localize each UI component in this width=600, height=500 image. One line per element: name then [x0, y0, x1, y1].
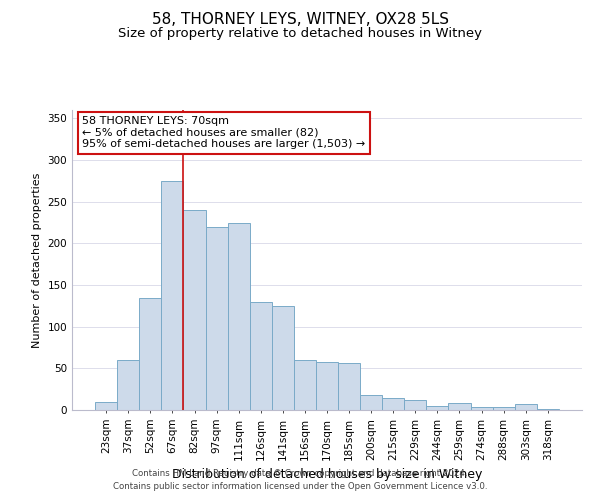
Bar [316, 362, 338, 410]
Text: Size of property relative to detached houses in Witney: Size of property relative to detached ho… [118, 28, 482, 40]
Y-axis label: Number of detached properties: Number of detached properties [32, 172, 42, 348]
Bar [360, 395, 382, 410]
Bar [448, 402, 470, 410]
Bar [294, 360, 316, 410]
Text: Contains HM Land Registry data © Crown copyright and database right 2024.: Contains HM Land Registry data © Crown c… [132, 468, 468, 477]
Text: 58 THORNEY LEYS: 70sqm
← 5% of detached houses are smaller (82)
95% of semi-deta: 58 THORNEY LEYS: 70sqm ← 5% of detached … [82, 116, 365, 149]
Bar [493, 406, 515, 410]
Bar [404, 400, 427, 410]
Bar [161, 181, 184, 410]
Bar [227, 222, 250, 410]
Bar [537, 409, 559, 410]
Bar [139, 298, 161, 410]
Bar [427, 406, 448, 410]
Bar [206, 226, 227, 410]
Bar [272, 306, 294, 410]
X-axis label: Distribution of detached houses by size in Witney: Distribution of detached houses by size … [172, 468, 482, 481]
Text: Contains public sector information licensed under the Open Government Licence v3: Contains public sector information licen… [113, 482, 487, 491]
Bar [470, 406, 493, 410]
Bar [382, 398, 404, 410]
Bar [117, 360, 139, 410]
Text: 58, THORNEY LEYS, WITNEY, OX28 5LS: 58, THORNEY LEYS, WITNEY, OX28 5LS [151, 12, 449, 28]
Bar [338, 362, 360, 410]
Bar [515, 404, 537, 410]
Bar [184, 210, 206, 410]
Bar [95, 402, 117, 410]
Bar [250, 302, 272, 410]
